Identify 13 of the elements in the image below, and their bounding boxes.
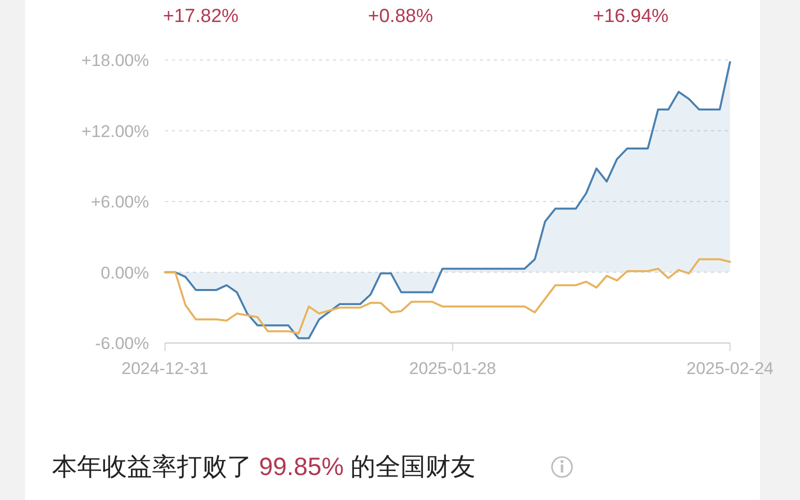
y-tick-label: 0.00% — [100, 263, 149, 282]
text: +16.94% — [593, 6, 669, 27]
x-tick-label: 2024-12-31 — [122, 359, 208, 378]
x-tick-label: 2025-01-28 — [409, 359, 496, 378]
y-tick-label: +6.00% — [90, 192, 149, 212]
text: 本年收益率打败了 99.85% 的全国财友 — [52, 453, 476, 481]
y-tick-label: +18.00% — [81, 51, 149, 70]
x-tick-label: 2025-02-24 — [686, 359, 774, 378]
text: +0.88% — [368, 6, 434, 27]
line-series — [164, 258, 731, 335]
text: +17.82% — [163, 6, 239, 27]
y-tick-label: -6.00% — [95, 334, 149, 353]
y-tick-label: +12.00% — [81, 122, 149, 141]
